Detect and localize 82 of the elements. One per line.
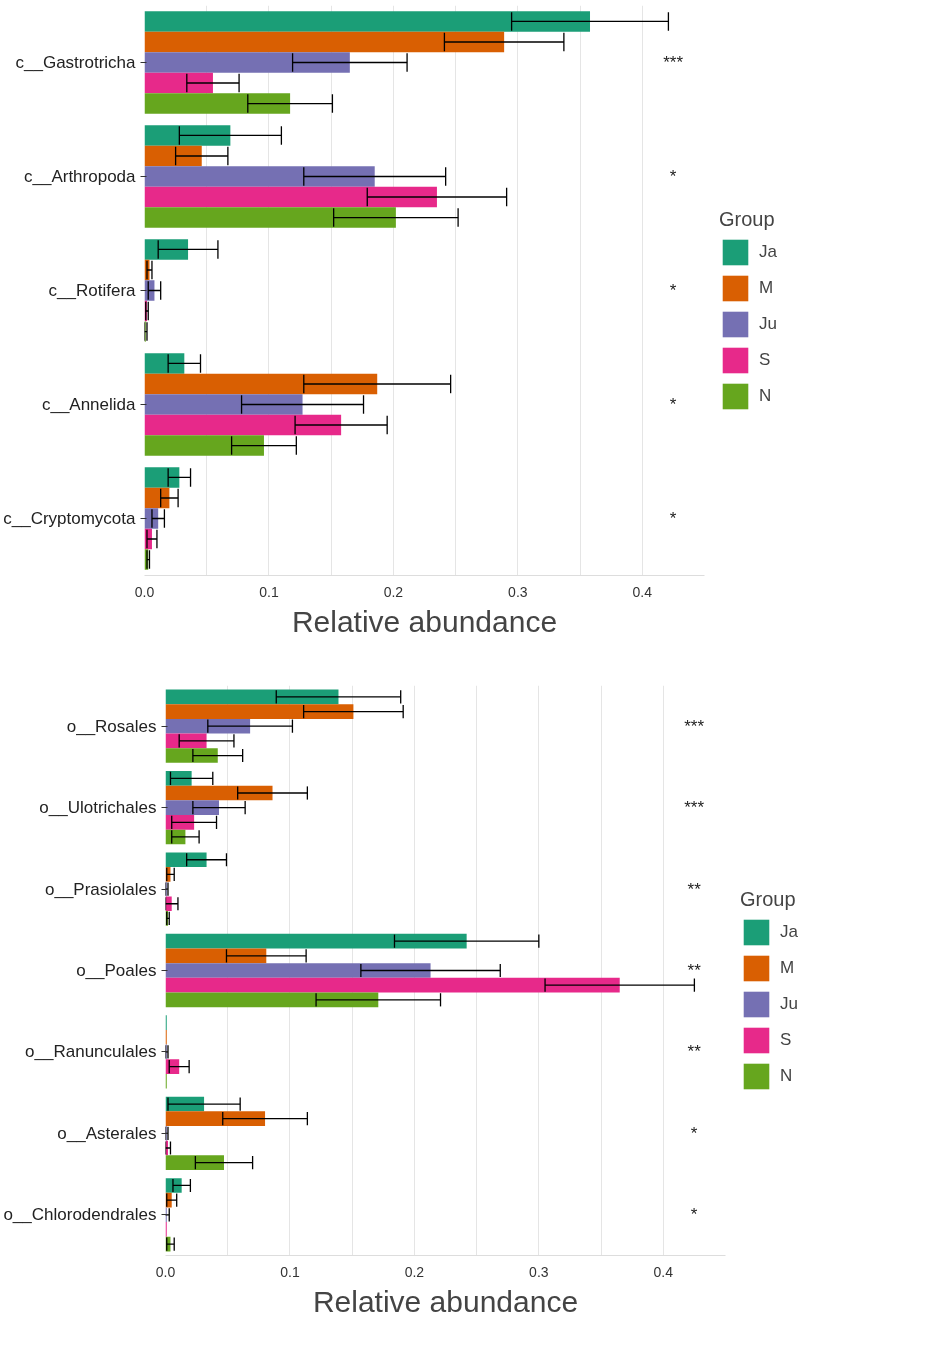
bar [144,93,291,114]
x-tick-label: 0.0 [155,1263,176,1280]
bar [144,72,213,94]
x-axis-title: Relative abundance [312,1284,579,1318]
annotation: * [690,1205,698,1225]
bar [144,125,231,146]
legend-label: N [780,1066,794,1086]
bar [165,933,467,949]
x-tick-label: 0.4 [632,583,653,600]
legend-label: Ja [759,242,778,262]
bar [165,718,251,734]
x-tick-label: 0.2 [383,583,404,600]
annotation: ** [687,1042,702,1062]
y-tick-label: c__Cryptomycota [3,509,137,528]
bar [165,1155,224,1170]
bar [144,487,170,509]
annotation: ** [687,961,702,980]
annotation: * [669,395,677,414]
bar [144,11,591,32]
x-tick-label: 0.3 [529,1263,549,1280]
bar [165,992,379,1008]
bar [165,689,339,705]
annotation: ** [687,879,702,899]
bar [165,748,218,763]
x-tick-label: 0.1 [280,1263,300,1280]
annotation: *** [663,53,684,72]
annotation: *** [684,716,705,736]
y-tick-label: c__Gastrotricha [15,53,137,72]
bar [144,207,396,228]
bar [144,145,202,167]
bar [165,785,273,801]
y-tick-label: c__Annelida [41,395,137,414]
bar [165,852,207,868]
legend-title: Group [719,208,776,231]
bar [165,704,354,719]
annotation: * [669,281,677,300]
bar [144,353,185,374]
legend-label: M [780,958,796,978]
bar [165,977,620,993]
legend-label: Ja [780,922,799,942]
y-tick-label: o__Chlorodendrales [3,1205,157,1225]
y-tick-label: o__Rosales [66,716,157,736]
y-tick-label: o__Poales [76,961,157,980]
bar [144,394,303,415]
y-tick-label: o__Ranunculales [25,1042,157,1062]
annotation: * [669,509,677,528]
bar [144,467,180,488]
annotation: *** [684,798,705,818]
y-tick-label: c__Arthropoda [23,167,137,186]
bar [165,963,431,978]
bar [144,166,375,187]
bar [144,31,505,53]
x-tick-label: 0.3 [508,583,528,600]
legend-label: Ju [759,314,778,334]
bar [144,239,189,260]
x-tick-label: 0.1 [259,583,279,600]
bar [165,948,267,964]
annotation: * [690,1123,698,1143]
legend-label: Ju [780,994,799,1014]
bar [144,52,350,73]
bar [165,771,192,786]
x-tick-label: 0.0 [134,583,155,600]
y-tick-label: o__Prasiolales [44,879,157,899]
bar [165,800,220,815]
x-tick-label: 0.4 [653,1263,674,1280]
bar [165,814,195,830]
bar [144,373,378,395]
x-axis-title: Relative abundance [291,604,558,638]
y-tick-label: o__Asterales [57,1123,157,1143]
y-tick-label: o__Ulotrichales [39,798,157,818]
legend-label: S [780,1030,793,1050]
legend-label: S [759,350,772,370]
legend-title: Group [740,888,797,911]
bar [144,435,264,456]
annotation: * [669,167,677,186]
bar [144,414,342,436]
legend-label: N [759,386,773,406]
bar [144,186,437,208]
legend-label: M [759,278,775,298]
x-tick-label: 0.2 [404,1263,425,1280]
y-tick-label: c__Rotifera [48,281,137,300]
bar [165,1111,266,1127]
